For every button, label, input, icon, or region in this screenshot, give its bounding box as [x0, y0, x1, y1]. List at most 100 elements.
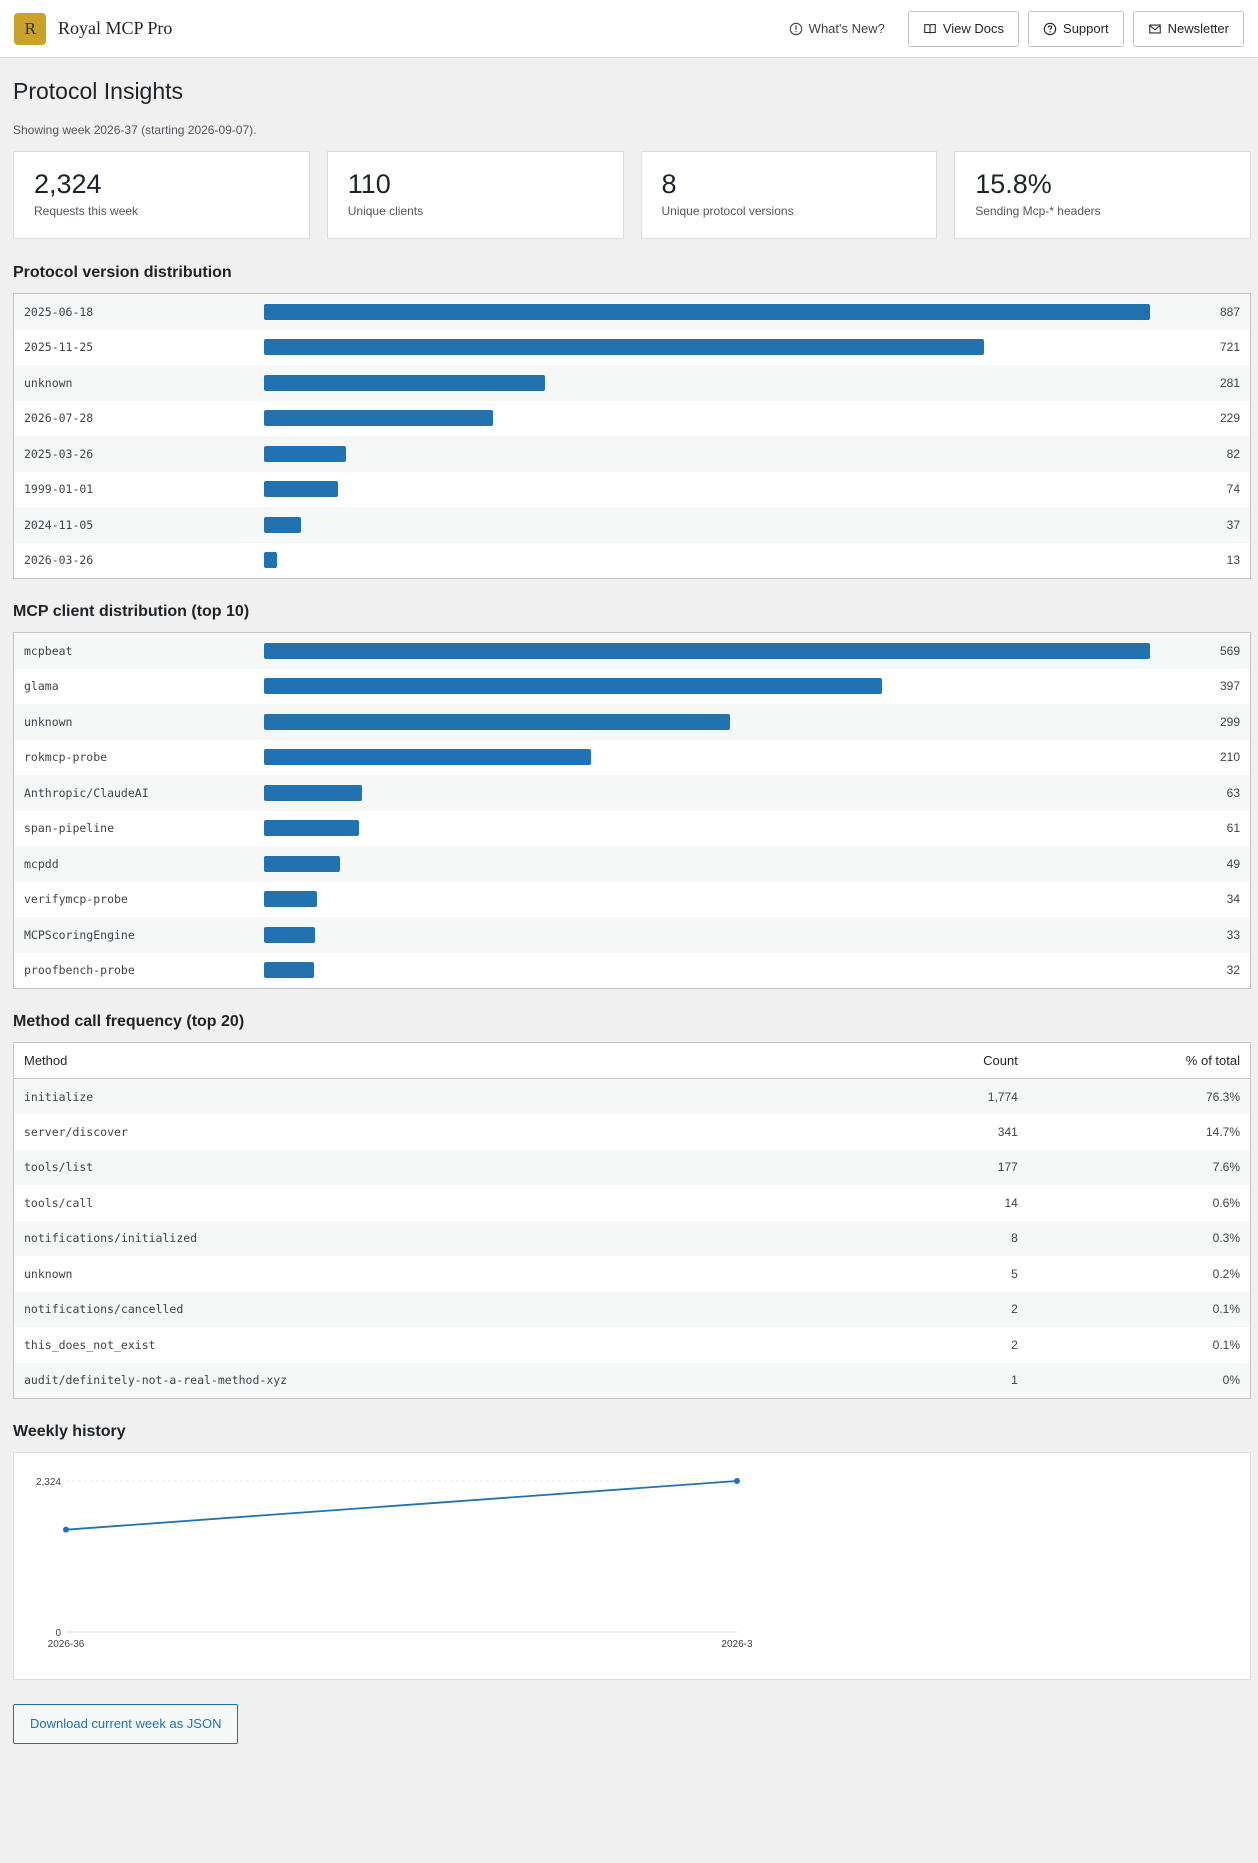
stat-card-clients: 110 Unique clients: [326, 151, 624, 239]
column-header-percent: % of total: [1027, 1042, 1251, 1079]
method-name: notifications/initialized: [24, 1231, 198, 1246]
client-bar: [264, 855, 341, 872]
top-bar: R Royal MCP Pro What's New? View Docs Su…: [0, 0, 1258, 58]
client-bar-track: [264, 962, 1200, 979]
method-name: unknown: [24, 1266, 73, 1281]
client-bar-track: [264, 820, 1200, 837]
method-percent: 0.6%: [1212, 1195, 1240, 1210]
view-docs-button[interactable]: View Docs: [907, 10, 1020, 47]
table-row: server/discover 341 14.7%: [14, 1114, 1251, 1150]
client-count: 61: [1226, 821, 1240, 836]
protocol-label: 2026-03-26: [24, 553, 94, 568]
history-heading: Weekly history: [13, 1422, 126, 1440]
client-row: mcpdd 49: [14, 846, 1250, 882]
help-icon: [1043, 22, 1057, 36]
protocol-label: 2025-03-26: [24, 446, 94, 461]
method-count: 2: [1011, 1302, 1018, 1317]
brand[interactable]: R Royal MCP Pro: [14, 12, 172, 45]
client-label: mcpdd: [24, 856, 59, 871]
stat-value: 110: [347, 169, 391, 199]
methods-table: Method Count % of total initialize 1,774 7…: [13, 1042, 1251, 1399]
protocol-bar-track: [264, 410, 1200, 427]
client-label: MCPScoringEngine: [24, 927, 135, 942]
method-percent: 7.6%: [1212, 1160, 1240, 1175]
top-actions: What's New? View Docs Support Newsletter: [775, 10, 1244, 47]
protocol-bar: [264, 303, 1150, 320]
stat-label: Unique clients: [347, 204, 424, 219]
client-count: 397: [1219, 679, 1240, 694]
table-row: unknown 5 0.2%: [14, 1256, 1251, 1292]
client-row: rokmcp-probe 210: [14, 740, 1250, 776]
protocol-bar-track: [264, 445, 1200, 462]
client-bar: [264, 820, 359, 837]
client-label: mcpbeat: [24, 643, 73, 658]
protocol-count: 74: [1226, 482, 1240, 497]
method-count: 8: [1011, 1231, 1018, 1246]
x-tick-label: 2026-36: [48, 1639, 85, 1650]
protocol-row: 1999-01-01 74: [14, 472, 1250, 508]
column-header-method: Method: [13, 1042, 818, 1079]
client-row: span-pipeline 61: [14, 811, 1250, 847]
main-content: Protocol Insights Showing week 2026-37 (…: [0, 78, 1258, 1744]
method-count: 1,774: [987, 1089, 1018, 1104]
table-row: tools/call 14 0.6%: [14, 1185, 1251, 1221]
client-bar: [264, 891, 317, 908]
method-name: this_does_not_exist: [24, 1337, 156, 1352]
page-title: Protocol Insights: [13, 78, 184, 104]
stat-value: 15.8%: [975, 169, 1052, 199]
newsletter-button[interactable]: Newsletter: [1132, 10, 1244, 47]
method-count: 177: [997, 1160, 1018, 1175]
client-bar: [264, 962, 314, 979]
client-row: mcpbeat 569: [14, 633, 1250, 669]
client-bar-track: [264, 926, 1200, 943]
stat-card-versions: 8 Unique protocol versions: [640, 151, 938, 239]
client-label: verifymcp-probe: [24, 892, 128, 907]
method-count: 14: [1004, 1195, 1018, 1210]
protocol-label: 2025-11-25: [24, 340, 94, 355]
method-name: tools/list: [24, 1160, 94, 1175]
client-bar: [264, 749, 591, 766]
stat-card-headers: 15.8% Sending Mcp-* headers: [954, 151, 1251, 239]
method-percent: 0%: [1222, 1373, 1240, 1387]
method-percent: 0.1%: [1212, 1302, 1240, 1317]
stat-card-requests: 2,324 Requests this week: [13, 151, 310, 239]
client-bar-track: [264, 749, 1200, 766]
method-count: 1: [1011, 1373, 1018, 1387]
client-bar: [264, 784, 363, 801]
client-label: span-pipeline: [24, 821, 115, 836]
method-percent: 0.3%: [1212, 1231, 1240, 1246]
client-bar: [264, 713, 730, 730]
stat-label: Sending Mcp-* headers: [975, 204, 1101, 219]
method-percent: 0.1%: [1212, 1337, 1240, 1352]
client-bar-track: [264, 713, 1200, 730]
support-button[interactable]: Support: [1028, 10, 1124, 47]
protocol-bar-track: [264, 481, 1200, 498]
client-bar-track: [264, 891, 1200, 908]
table-row: notifications/cancelled 2 0.1%: [13, 1291, 1251, 1327]
whats-new-link[interactable]: What's New?: [775, 12, 899, 46]
method-count: 5: [1011, 1266, 1018, 1281]
client-bar-track: [264, 642, 1200, 659]
client-row: verifymcp-probe 34: [14, 882, 1250, 918]
protocol-count: 721: [1219, 340, 1240, 355]
client-row: unknown 299: [14, 704, 1250, 740]
client-bar: [264, 678, 883, 695]
protocol-row: 2026-03-26 13: [14, 543, 1250, 579]
client-count: 210: [1219, 750, 1240, 765]
client-count: 33: [1226, 927, 1240, 942]
stat-label: Requests this week: [34, 204, 139, 219]
support-label: Support: [1063, 21, 1109, 36]
client-label: unknown: [24, 714, 73, 729]
method-name: server/discover: [24, 1124, 128, 1139]
stat-label: Unique protocol versions: [661, 204, 794, 219]
client-count: 299: [1219, 714, 1240, 729]
client-count: 32: [1226, 963, 1240, 978]
protocol-count: 281: [1219, 375, 1240, 390]
protocol-bar: [264, 339, 985, 356]
book-icon: [923, 22, 937, 36]
client-distribution: mcpbeat 569 glama 397 unknown 299 rokmcp-probe…: [13, 632, 1251, 989]
download-json-button[interactable]: Download current week as JSON: [13, 1703, 239, 1744]
protocol-row: 2024-11-05 37: [14, 507, 1250, 543]
protocol-count: 229: [1219, 411, 1240, 426]
